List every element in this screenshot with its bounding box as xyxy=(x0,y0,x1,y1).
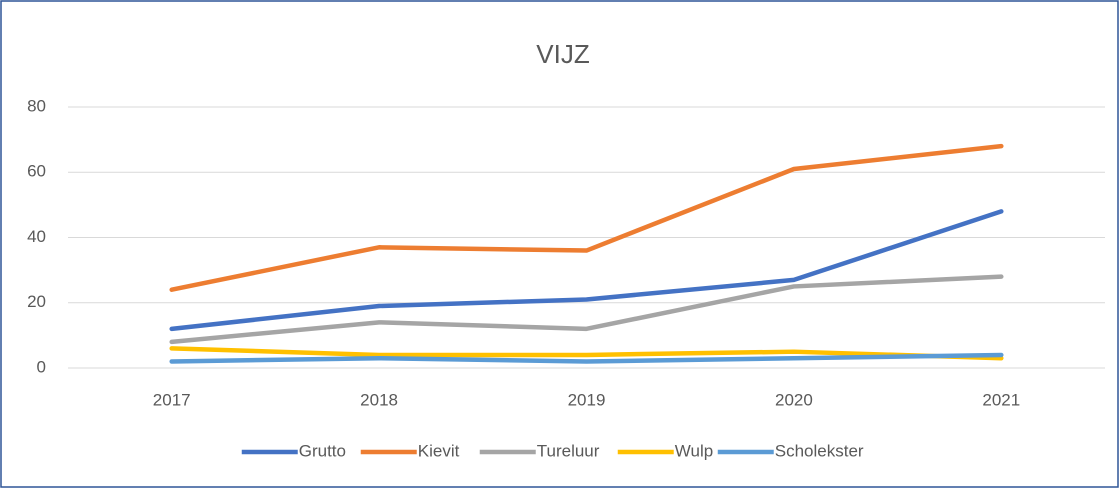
legend-label: Wulp xyxy=(675,441,713,460)
x-tick-label: 2018 xyxy=(360,390,398,409)
y-tick-label: 0 xyxy=(37,357,46,376)
series-line xyxy=(169,209,1004,332)
y-tick-label: 20 xyxy=(27,292,46,311)
x-tick-label: 2021 xyxy=(982,390,1020,409)
series-line xyxy=(169,143,1004,292)
series-line xyxy=(169,346,1004,361)
legend-label: Grutto xyxy=(299,441,346,460)
chart-title: VIJZ xyxy=(536,39,590,69)
series-line xyxy=(169,274,1004,345)
y-tick-label: 60 xyxy=(27,162,46,181)
x-tick-label: 2020 xyxy=(775,390,813,409)
legend-label: Scholekster xyxy=(775,441,864,460)
y-tick-label: 80 xyxy=(27,96,46,115)
legend-label: Tureluur xyxy=(537,441,600,460)
x-tick-label: 2019 xyxy=(568,390,606,409)
x-tick-label: 2017 xyxy=(153,390,191,409)
series-line xyxy=(169,352,1004,364)
y-tick-label: 40 xyxy=(27,227,46,246)
legend-label: Kievit xyxy=(418,441,460,460)
